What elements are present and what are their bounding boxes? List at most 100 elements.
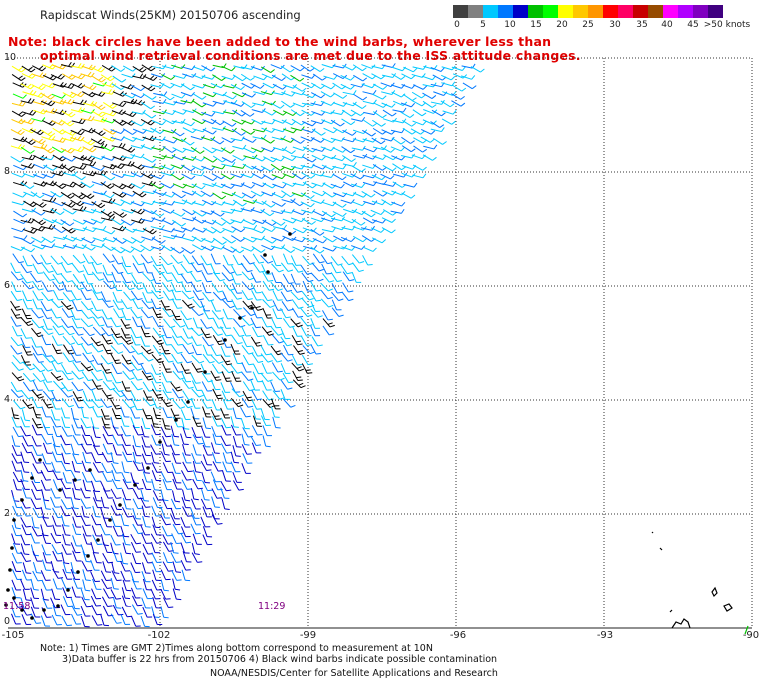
wind-barb [142, 471, 152, 483]
wind-barb [52, 479, 63, 491]
wind-barb [312, 237, 327, 244]
wind-barb [170, 246, 185, 254]
wind-barb [280, 363, 291, 374]
wind-barb [130, 562, 141, 574]
wind-barb [290, 273, 301, 285]
wind-barb [371, 237, 387, 244]
wind-barb [81, 64, 96, 71]
wind-barb [201, 271, 213, 283]
wind-barb [91, 398, 104, 409]
wind-barb [91, 588, 101, 600]
wind-barb [250, 336, 263, 347]
wind-barb [311, 182, 326, 187]
wind-barb [400, 102, 416, 108]
wind-barb [61, 201, 76, 208]
wind-barb [381, 102, 396, 108]
wind-barb [241, 92, 256, 98]
wind-barb [222, 120, 237, 127]
wind-barb [170, 508, 180, 520]
lon-label-99: -99 [299, 630, 317, 641]
wind-barb [271, 192, 286, 199]
wind-barb [261, 226, 276, 233]
wind-barb [111, 254, 124, 265]
wind-barb [201, 111, 216, 117]
wind-barb [10, 345, 23, 355]
wind-barb [190, 307, 204, 316]
wind-barb [40, 254, 52, 265]
wind-barb [260, 209, 275, 217]
wind-barb [181, 164, 196, 172]
wind-barb [391, 91, 406, 98]
wind-barb [220, 147, 235, 154]
wind-barb [340, 83, 355, 90]
wind-barb [90, 283, 101, 294]
wind-barb [300, 192, 315, 199]
wind-barb [330, 256, 343, 266]
wind-barb [342, 282, 354, 293]
wind-barb [102, 370, 113, 382]
wind-barb [112, 75, 127, 83]
wind-barb [332, 63, 347, 69]
wind-barb [22, 487, 32, 499]
wind-barb [70, 407, 79, 420]
wind-barb [241, 290, 253, 301]
wind-barb [51, 614, 62, 626]
wind-barb [371, 174, 386, 181]
wind-barb [180, 353, 193, 364]
wind-barb [280, 328, 291, 340]
wind-barb [271, 174, 286, 180]
wind-barb [31, 236, 46, 243]
wind-barb [50, 398, 61, 410]
wind-barb [301, 272, 314, 283]
wind-barb [341, 146, 356, 154]
wind-barb [262, 390, 274, 401]
wind-barb [192, 209, 207, 217]
wind-barb [191, 542, 200, 555]
wind-barb [20, 337, 31, 348]
wind-barb [80, 344, 93, 355]
wind-barb [101, 596, 113, 607]
wind-barb [330, 183, 345, 189]
wind-barb [21, 290, 32, 302]
wind-barb [302, 120, 317, 127]
wind-barb [131, 120, 146, 127]
wind-barb [41, 334, 52, 346]
wind-barb [172, 578, 181, 591]
wind-barb [260, 408, 270, 421]
wind-barb [142, 228, 157, 235]
wind-barb [272, 308, 283, 320]
wind-barb [252, 371, 263, 383]
wind-barb [40, 326, 54, 336]
wind-barb [92, 552, 102, 564]
wind-barb [280, 389, 291, 400]
wind-barb [152, 397, 162, 409]
wind-barb [41, 406, 51, 418]
wind-barb [390, 128, 405, 134]
wind-barb [261, 200, 276, 208]
wind-barb [20, 237, 35, 245]
wind-barb [300, 335, 312, 347]
wind-barb [220, 443, 232, 454]
wind-barb [262, 182, 277, 189]
wind-barb [141, 533, 152, 544]
wind-barb [160, 165, 175, 171]
wind-barb [272, 416, 281, 429]
wind-barb [122, 343, 135, 354]
wind-barb [162, 145, 177, 153]
contamination-circle [42, 608, 46, 612]
wind-barb [172, 318, 186, 328]
wind-barb [241, 433, 250, 446]
wind-barb [72, 164, 87, 170]
wind-barb [160, 507, 170, 519]
wind-barb [130, 172, 145, 178]
wind-barb [371, 137, 386, 145]
wind-barb [30, 587, 39, 600]
wind-barb [141, 436, 151, 448]
wind-barb [180, 516, 191, 528]
wind-barb [320, 173, 335, 179]
wind-barb [303, 244, 318, 250]
wind-barb [312, 164, 327, 170]
wind-barb [230, 397, 244, 408]
legend-swatch [648, 5, 663, 18]
wind-barb [281, 147, 296, 155]
